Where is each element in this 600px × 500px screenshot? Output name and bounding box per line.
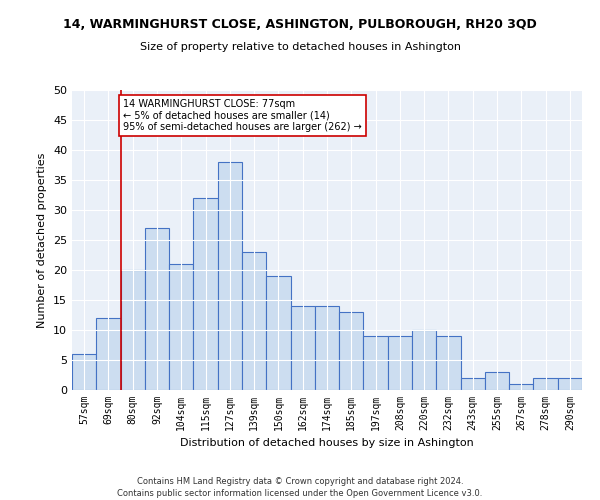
Bar [169, 264, 193, 390]
Bar [242, 252, 266, 390]
Bar [461, 378, 485, 390]
Bar [290, 306, 315, 390]
Bar [339, 312, 364, 390]
Bar [193, 198, 218, 390]
Bar [485, 372, 509, 390]
Bar [509, 384, 533, 390]
Bar [364, 336, 388, 390]
Bar [388, 336, 412, 390]
Bar [121, 270, 145, 390]
Text: 14 WARMINGHURST CLOSE: 77sqm
← 5% of detached houses are smaller (14)
95% of sem: 14 WARMINGHURST CLOSE: 77sqm ← 5% of det… [123, 99, 362, 132]
Y-axis label: Number of detached properties: Number of detached properties [37, 152, 47, 328]
Bar [315, 306, 339, 390]
Bar [533, 378, 558, 390]
X-axis label: Distribution of detached houses by size in Ashington: Distribution of detached houses by size … [180, 438, 474, 448]
Text: Contains public sector information licensed under the Open Government Licence v3: Contains public sector information licen… [118, 489, 482, 498]
Bar [145, 228, 169, 390]
Bar [558, 378, 582, 390]
Bar [72, 354, 96, 390]
Bar [412, 330, 436, 390]
Text: Contains HM Land Registry data © Crown copyright and database right 2024.: Contains HM Land Registry data © Crown c… [137, 478, 463, 486]
Bar [436, 336, 461, 390]
Text: Size of property relative to detached houses in Ashington: Size of property relative to detached ho… [139, 42, 461, 52]
Text: 14, WARMINGHURST CLOSE, ASHINGTON, PULBOROUGH, RH20 3QD: 14, WARMINGHURST CLOSE, ASHINGTON, PULBO… [63, 18, 537, 30]
Bar [266, 276, 290, 390]
Bar [96, 318, 121, 390]
Bar [218, 162, 242, 390]
